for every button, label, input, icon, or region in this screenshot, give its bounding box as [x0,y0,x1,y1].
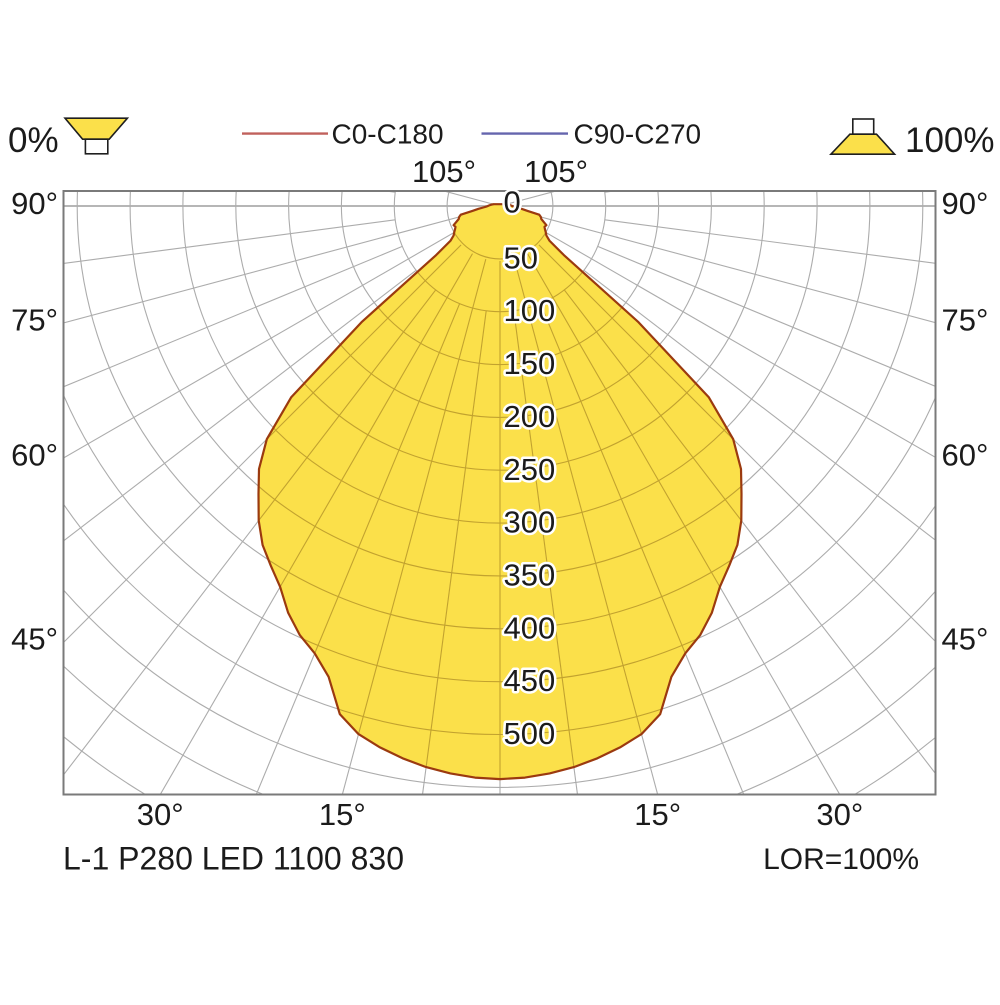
svg-text:0%: 0% [8,121,59,160]
svg-text:LOR=100%: LOR=100% [763,843,919,876]
svg-text:C0-C180: C0-C180 [332,119,444,150]
svg-text:90°: 90° [11,186,58,221]
svg-text:30°: 30° [137,797,184,832]
svg-text:45°: 45° [11,622,58,657]
svg-text:60°: 60° [11,437,58,472]
svg-text:0: 0 [504,185,521,220]
svg-text:15°: 15° [634,797,681,832]
svg-text:350: 350 [504,558,556,593]
svg-text:300: 300 [504,505,556,540]
svg-text:60°: 60° [942,437,989,472]
svg-text:15°: 15° [319,797,366,832]
svg-text:L-1 P280 LED 1100 830: L-1 P280 LED 1100 830 [63,841,404,877]
svg-text:105°: 105° [412,154,476,189]
svg-text:50: 50 [504,240,538,275]
svg-text:105°: 105° [524,154,588,189]
svg-text:100%: 100% [905,121,995,160]
svg-text:500: 500 [504,716,556,751]
svg-text:450: 450 [504,663,556,698]
svg-text:200: 200 [504,399,556,434]
svg-text:100: 100 [504,293,556,328]
svg-text:250: 250 [504,452,556,487]
svg-text:90°: 90° [942,186,989,221]
svg-text:45°: 45° [942,622,989,657]
svg-text:30°: 30° [816,797,863,832]
svg-text:C90-C270: C90-C270 [574,119,702,150]
svg-text:75°: 75° [942,303,989,338]
svg-text:150: 150 [504,346,556,381]
svg-text:75°: 75° [11,303,58,338]
svg-text:400: 400 [504,610,556,645]
